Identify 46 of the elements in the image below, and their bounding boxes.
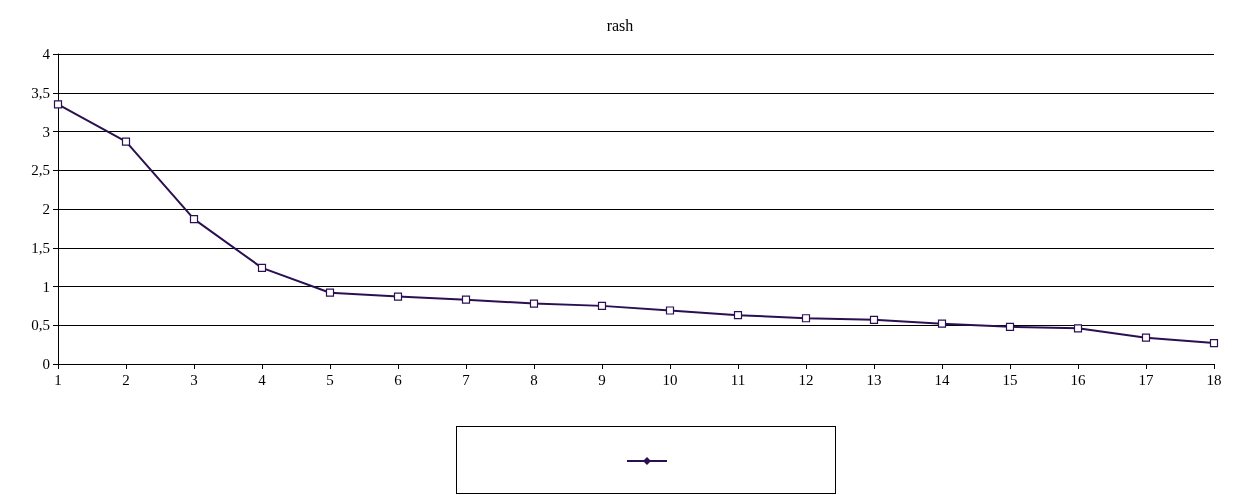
y-tick-label: 0,5: [31, 317, 50, 334]
x-tick-label: 2: [122, 371, 130, 388]
x-tick-label: 8: [530, 371, 538, 388]
y-tick-label: 4: [42, 46, 51, 62]
point: [733, 311, 743, 320]
x-tick-label: 15: [1002, 371, 1018, 388]
y-tick-label: 1: [42, 278, 50, 295]
point: [257, 263, 267, 272]
x-tick-label: 14: [934, 371, 950, 388]
point: [53, 100, 63, 109]
point: [325, 288, 335, 297]
point: [461, 295, 471, 304]
x-tick-label: 6: [394, 371, 403, 388]
point: [1005, 322, 1015, 331]
y-tick-label: 2,5: [31, 162, 50, 179]
point: [1073, 324, 1083, 333]
x-tick-label: 7: [462, 371, 471, 388]
point: [1141, 333, 1151, 342]
point: [121, 137, 131, 146]
point: [189, 214, 199, 224]
y-tick-label: 2: [42, 201, 50, 217]
x-tick-label: 10: [662, 371, 678, 388]
y-tick-label: 0: [42, 356, 50, 372]
point: [1209, 338, 1219, 348]
y-tick-label: 1,5: [31, 239, 50, 256]
point: [801, 314, 811, 323]
x-tick-label: 5: [326, 371, 334, 388]
point: [597, 301, 607, 310]
x-tick-label: 11: [730, 371, 746, 388]
x-tick-label: 9: [598, 371, 606, 388]
y-tick-label: 3,5: [31, 84, 50, 101]
x-tick-label: 12: [798, 371, 814, 388]
chart-title: rash: [606, 16, 634, 34]
x-tick-label: 17: [1138, 371, 1154, 388]
point: [665, 306, 675, 315]
x-tick-label: 13: [866, 371, 882, 388]
y-tick-label: 3: [42, 123, 50, 140]
x-tick-label: 18: [1206, 371, 1222, 388]
x-tick-label: 16: [1070, 371, 1086, 388]
x-tick-label: 4: [258, 371, 267, 388]
point: [869, 315, 879, 324]
x-tick-label: 1: [54, 371, 62, 388]
point: [529, 299, 539, 308]
point: [937, 319, 947, 328]
point: [393, 292, 403, 301]
x-tick-label: 3: [190, 371, 198, 388]
